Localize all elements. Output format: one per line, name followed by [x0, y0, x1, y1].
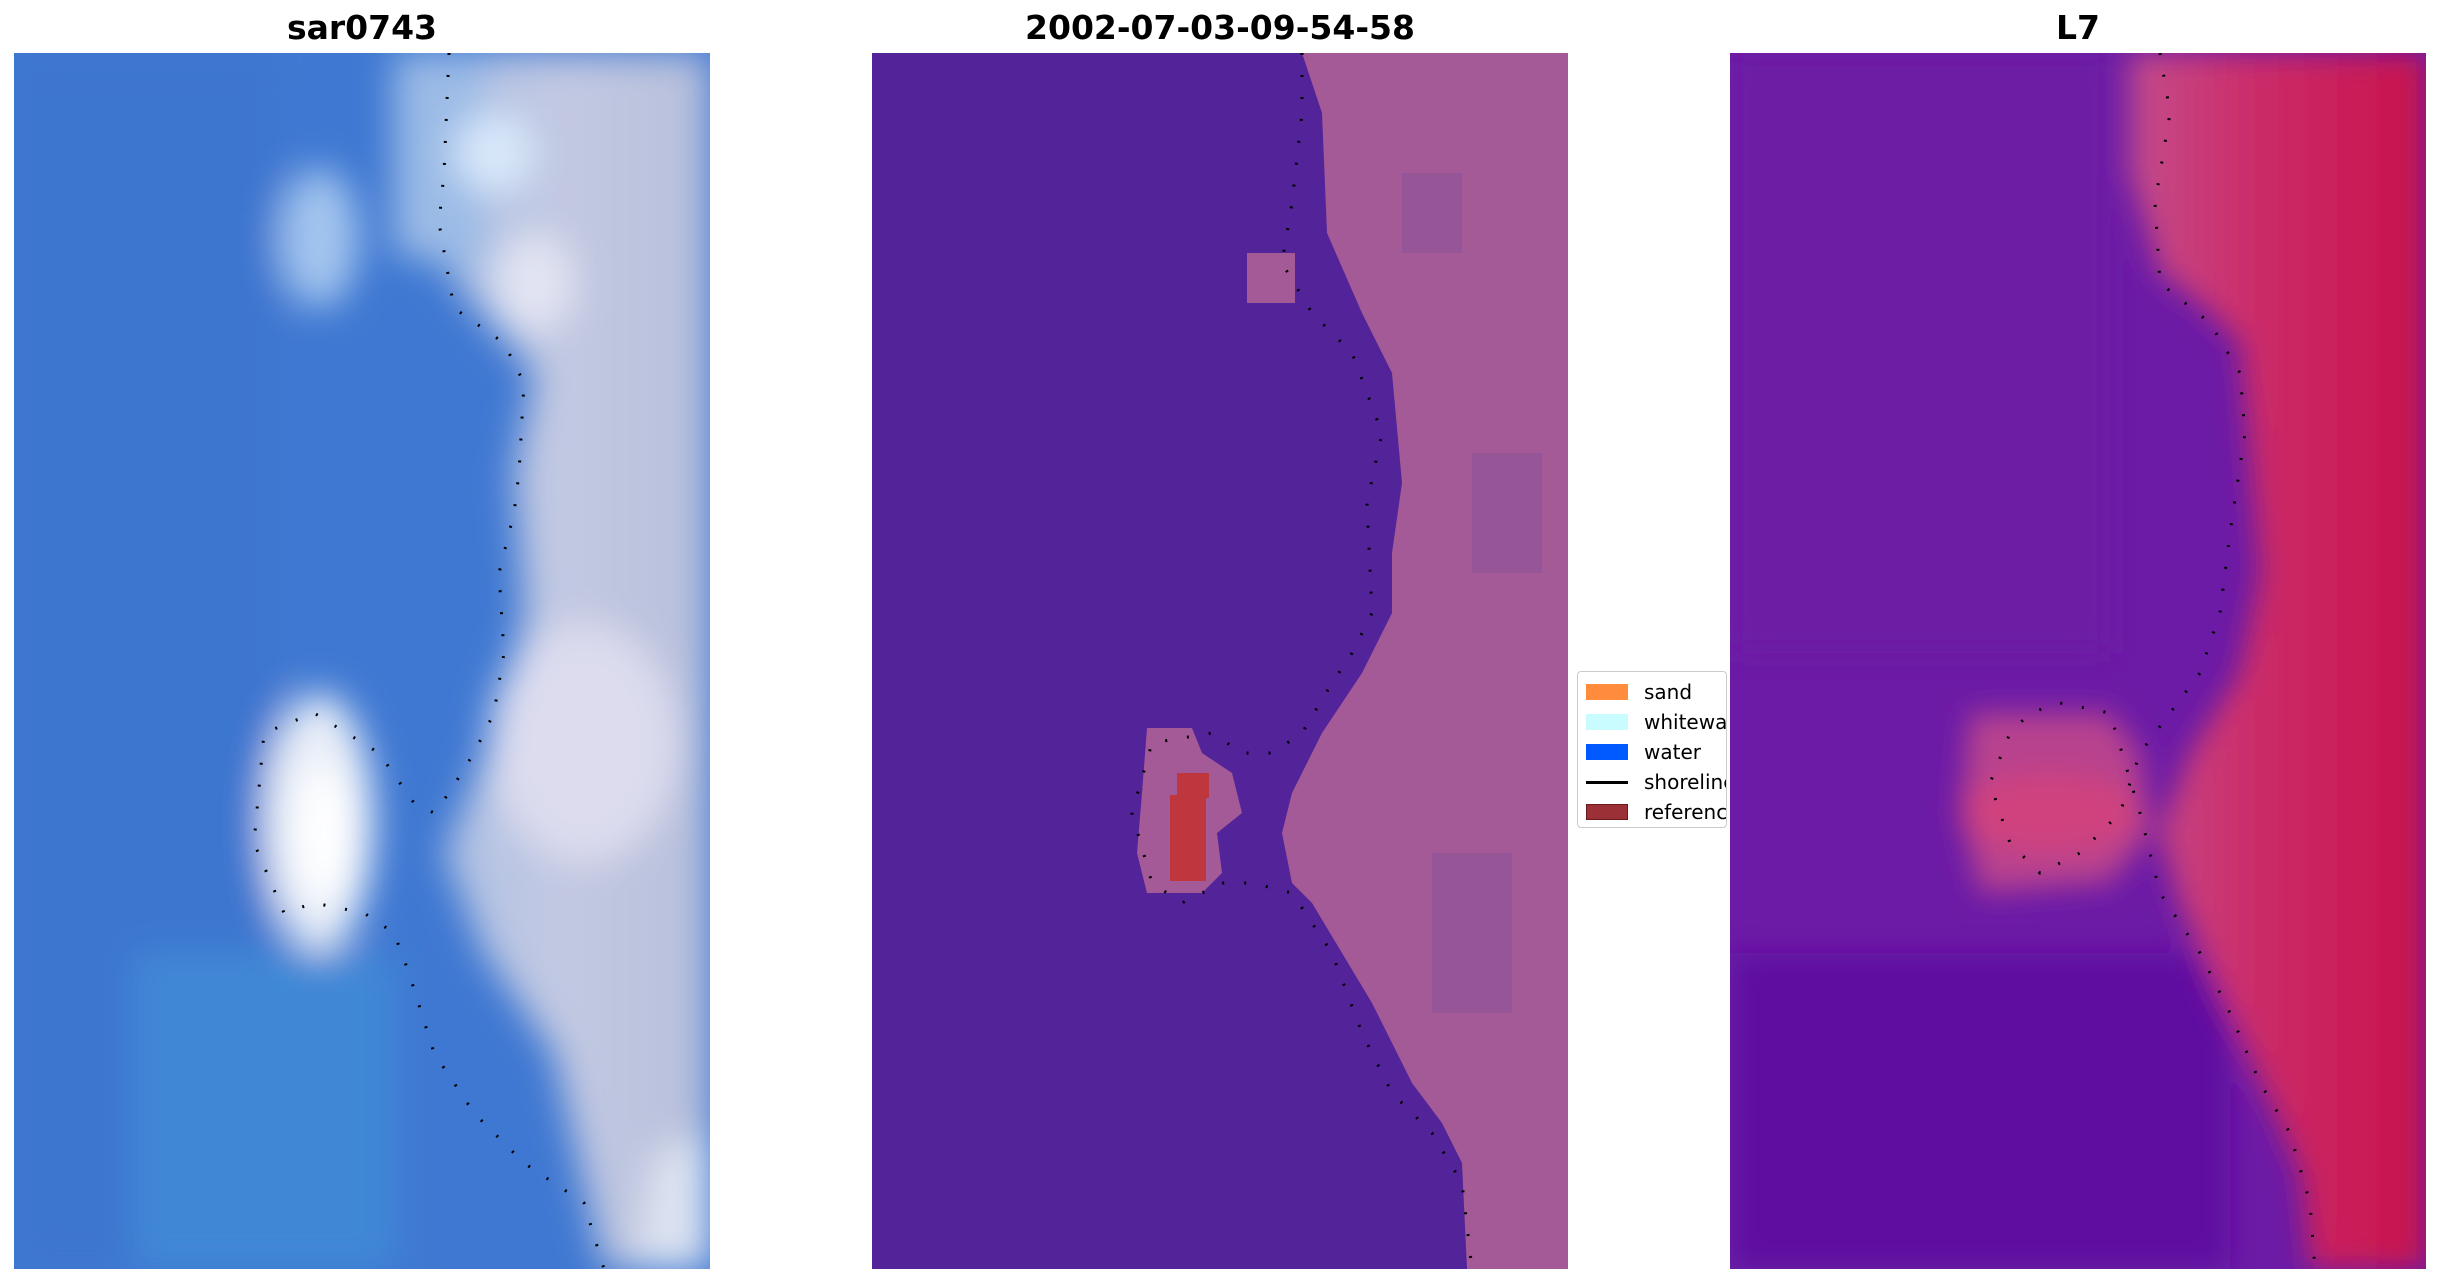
- rgb-satellite-image: [14, 53, 710, 1269]
- legend-item-reference: reference: [1586, 800, 1727, 824]
- index-image: [1730, 53, 2426, 1269]
- legend: sand whitewater water shoreline referenc…: [1577, 671, 1727, 828]
- reference-swatch: [1586, 804, 1628, 820]
- legend-item-shoreline: shoreline: [1586, 770, 1727, 794]
- legend-label-whitewater: whitewater: [1644, 710, 1727, 734]
- legend-label-shoreline: shoreline: [1644, 770, 1727, 794]
- classification-map: [872, 53, 1568, 1269]
- panel-title-rgb: sar0743: [286, 8, 438, 47]
- panel-title-index: L7: [2056, 8, 2100, 47]
- legend-item-sand: sand: [1586, 680, 1692, 704]
- legend-label-water: water: [1644, 740, 1701, 764]
- legend-label-sand: sand: [1644, 680, 1693, 704]
- panel-title-classification: 2002-07-03-09-54-58: [1025, 8, 1415, 47]
- water-swatch: [1586, 744, 1628, 760]
- legend-item-whitewater: whitewater: [1586, 710, 1727, 734]
- legend-label-reference: reference: [1644, 800, 1727, 824]
- shoreline-line-swatch: [1586, 780, 1628, 784]
- whitewater-swatch: [1586, 714, 1628, 730]
- sand-swatch: [1586, 684, 1628, 700]
- legend-item-water: water: [1586, 740, 1701, 764]
